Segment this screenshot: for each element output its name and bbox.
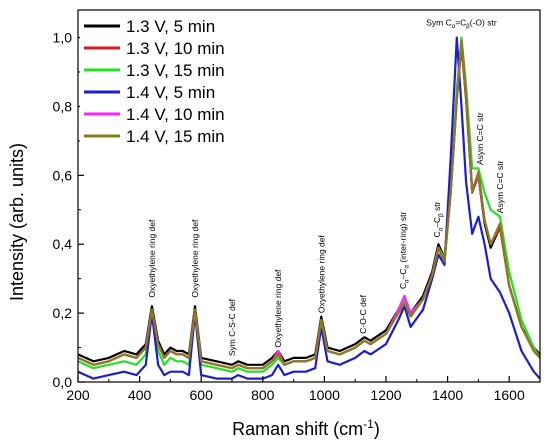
x-tick-label-1600: 1600 bbox=[494, 387, 525, 403]
legend-label-3: 1.3 V, 15 min bbox=[126, 61, 225, 80]
legend-label-4: 1.4 V, 5 min bbox=[126, 83, 215, 102]
y-tick-label-3: 0,6 bbox=[53, 167, 73, 183]
axes-layer: 200 400 600 800 1000 1200 1400 1600 0,0 0,2 0,4 0,6… bbox=[53, 9, 541, 403]
annotation-8: Cα–Cβ str bbox=[432, 201, 445, 237]
x-tick-label-800: 800 bbox=[251, 387, 275, 403]
annotation-10: Asym C=C str bbox=[475, 112, 485, 165]
annotation-6: C-O-C def bbox=[358, 294, 368, 333]
x-tick-label-400: 400 bbox=[128, 387, 152, 403]
y-tick-label-0: 0,0 bbox=[53, 374, 73, 390]
y-tick-label-5: 1,0 bbox=[53, 30, 73, 46]
annotation-3: Sym C-S-C def bbox=[227, 298, 237, 356]
x-tick-label-1400: 1400 bbox=[432, 387, 463, 403]
annotation-4: Oxyethylene ring def bbox=[273, 269, 283, 348]
annotation-1: Oxyethylene ring def bbox=[147, 219, 157, 298]
series-line-6 bbox=[77, 39, 541, 370]
legend: 1.3 V, 5 min 1.3 V, 10 min 1.3 V, 15 min 1.… bbox=[80, 12, 245, 150]
legend-label-5: 1.4 V, 10 min bbox=[126, 105, 225, 124]
annotation-2: Oxyethylene ring def bbox=[190, 219, 200, 298]
x-tick-label-1000: 1000 bbox=[309, 387, 340, 403]
x-axis-label-main: Raman shift (cm bbox=[232, 419, 363, 439]
annotation-5: Oxyethylene ring def bbox=[316, 235, 326, 314]
y-axis-label: Intensity (arb. units) bbox=[7, 143, 27, 301]
y-tick-label-2: 0,4 bbox=[53, 236, 73, 252]
x-axis-label: Raman shift (cm-1) bbox=[232, 417, 380, 439]
annotation-9: Sym Cα=Cβ(-O) str bbox=[426, 18, 497, 31]
series-layer bbox=[77, 36, 541, 380]
plot-frame bbox=[77, 9, 541, 383]
x-tick-label-200: 200 bbox=[66, 387, 90, 403]
legend-box bbox=[80, 12, 245, 150]
legend-label-6: 1.4 V, 15 min bbox=[126, 127, 225, 146]
x-axis-label-tail: ) bbox=[374, 419, 380, 439]
annotation-7: Cα–Cα (inter-ring) str bbox=[398, 212, 411, 289]
y-tick-label-1: 0,2 bbox=[53, 305, 73, 321]
y-tick-label-4: 0,8 bbox=[53, 98, 73, 114]
annotation-11: Asym C=C str bbox=[495, 160, 505, 213]
x-axis-label-sup: -1 bbox=[363, 417, 374, 431]
legend-label-1: 1.3 V, 5 min bbox=[126, 17, 215, 36]
legend-label-2: 1.3 V, 10 min bbox=[126, 39, 225, 58]
annotation-layer: Oxyethylene ring def Oxyethylene ring def… bbox=[147, 18, 505, 357]
x-tick-label-1200: 1200 bbox=[370, 387, 401, 403]
x-tick-label-600: 600 bbox=[190, 387, 214, 403]
